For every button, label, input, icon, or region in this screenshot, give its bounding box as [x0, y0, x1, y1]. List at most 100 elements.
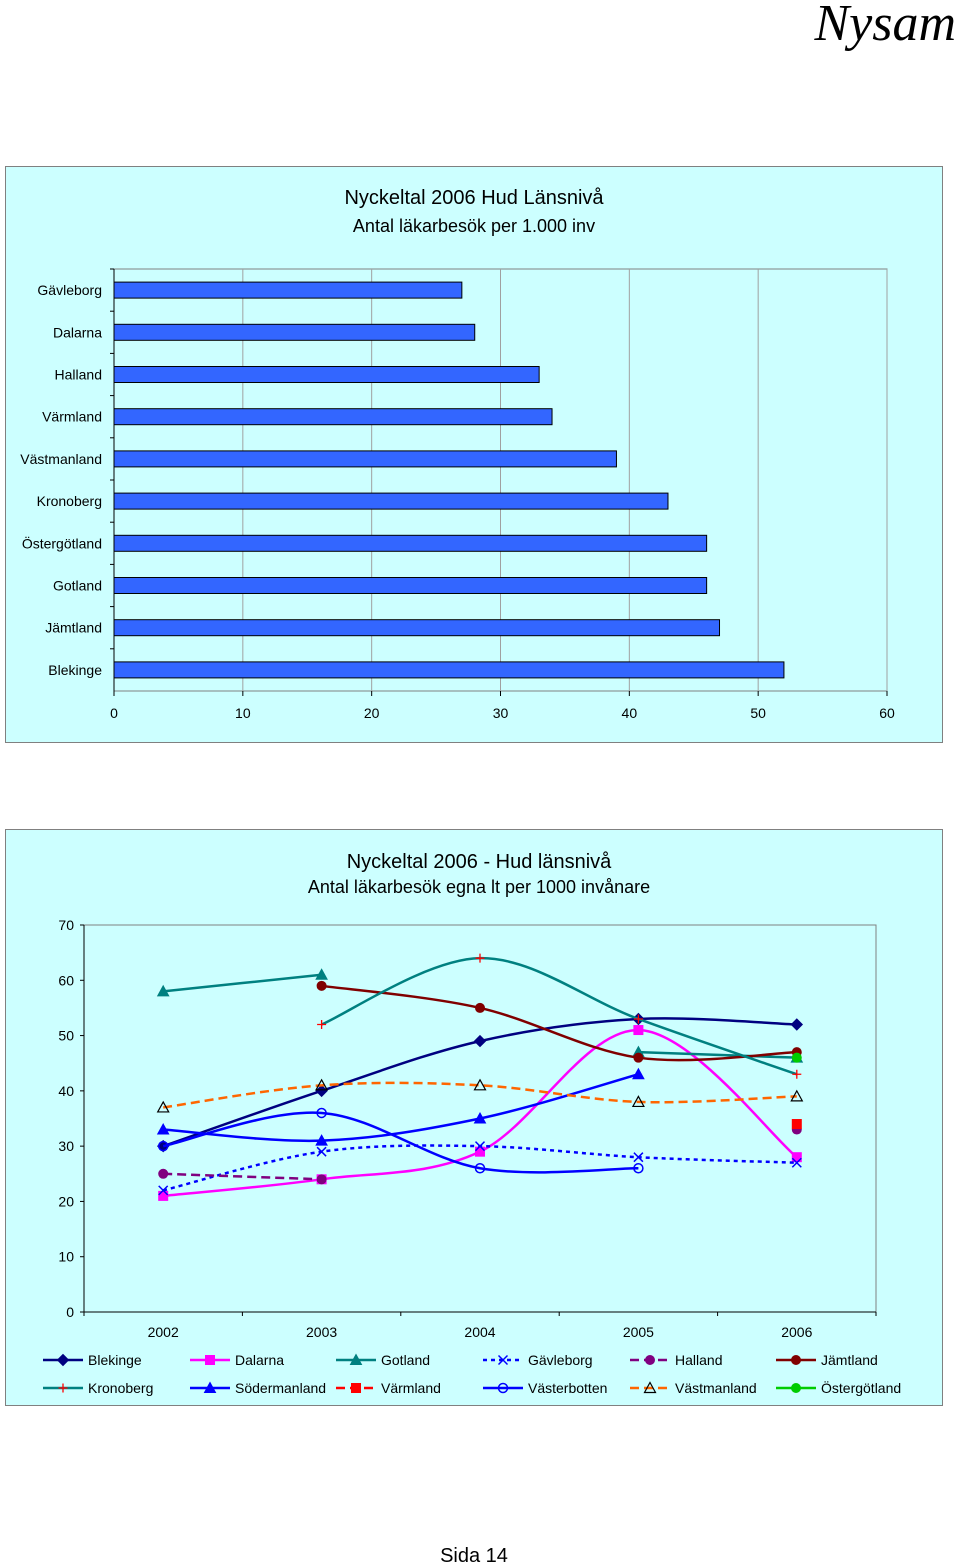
data-point	[792, 1069, 802, 1079]
y-tick-label: 50	[58, 1028, 74, 1044]
bar-dalarna	[113, 323, 476, 341]
legend-label: Västmanland	[675, 1380, 757, 1396]
legend-label: Halland	[675, 1352, 722, 1368]
data-point	[631, 1095, 645, 1108]
data-point	[475, 1002, 485, 1013]
legend-marker	[351, 1383, 361, 1393]
data-point	[633, 1014, 643, 1024]
x-tick-label: 60	[879, 705, 895, 721]
legend-marker	[58, 1383, 68, 1393]
series-södermanland	[156, 1067, 645, 1146]
data-point	[790, 1089, 804, 1102]
data-point	[633, 1152, 644, 1163]
y-tick-label: Västmanland	[20, 451, 102, 467]
series-värmland	[791, 1119, 802, 1130]
series-gotland	[156, 968, 804, 1063]
series-östergötland	[791, 1052, 802, 1063]
series-kronoberg	[317, 953, 802, 1079]
data-point	[473, 1111, 487, 1124]
y-tick-label: 0	[66, 1304, 74, 1320]
data-point	[156, 1123, 170, 1135]
series-line	[163, 1172, 322, 1181]
bar-västmanland	[113, 450, 617, 468]
legend-label: Kronoberg	[88, 1380, 153, 1396]
x-tick-label: 2004	[464, 1324, 495, 1340]
legend-item-värmland: Värmland	[336, 1380, 441, 1396]
data-point	[474, 1141, 486, 1152]
series-line	[163, 1028, 798, 1198]
y-tick-label: 10	[58, 1249, 74, 1265]
brand-logo: Nysam	[814, 0, 956, 52]
data-point	[475, 953, 485, 963]
y-tick-label: Östergötland	[22, 534, 102, 551]
legend-marker	[205, 1355, 215, 1365]
chart-title: Nyckeltal 2006 - Hud länsnivå	[347, 851, 612, 873]
x-tick-label: 2002	[148, 1324, 179, 1340]
x-tick-label: 50	[750, 705, 766, 721]
legend-marker	[497, 1354, 509, 1366]
legend-label: Södermanland	[235, 1380, 326, 1396]
bar-chart-panel: Nyckeltal 2006 Hud Länsnivå Antal läkarbe…	[5, 166, 943, 743]
y-tick-label: 20	[58, 1193, 74, 1209]
page-number: Sida 14	[440, 1545, 508, 1567]
line-chart: Nyckeltal 2006 - Hud länsnivå Antal läkar…	[43, 851, 901, 1396]
data-point	[317, 1020, 327, 1030]
y-tick-label: 40	[58, 1083, 74, 1099]
line-chart-panel: Nyckeltal 2006 - Hud länsnivå Antal läkar…	[5, 829, 943, 1406]
x-tick-label: 2005	[623, 1324, 654, 1340]
chart-subtitle: Antal läkarbesök egna lt per 1000 invåna…	[308, 877, 650, 897]
legend-item-dalarna: Dalarna	[190, 1352, 284, 1368]
legend-item-västerbotten: Västerbotten	[483, 1380, 607, 1396]
y-tick-label: Dalarna	[53, 324, 102, 340]
x-tick-label: 10	[235, 705, 251, 721]
data-point	[316, 1107, 327, 1119]
data-point	[316, 1146, 327, 1157]
data-point	[315, 1084, 328, 1098]
chart-title: Nyckeltal 2006 Hud Länsnivå	[344, 187, 604, 209]
series-västmanland	[156, 1078, 804, 1113]
data-point	[158, 1168, 169, 1179]
series-gävleborg	[158, 1141, 802, 1196]
legend-marker	[56, 1353, 70, 1367]
legend-marker	[203, 1381, 217, 1393]
series-line	[321, 956, 798, 1076]
data-point	[156, 1100, 170, 1113]
legend-item-kronoberg: Kronoberg	[43, 1380, 153, 1396]
x-tick-label: 20	[364, 705, 380, 721]
legend-item-gävleborg: Gävleborg	[483, 1352, 593, 1368]
legend-item-västmanland: Västmanland	[630, 1380, 757, 1396]
y-tick-label: 30	[58, 1138, 74, 1154]
series-line	[638, 1050, 797, 1059]
data-point	[474, 1163, 486, 1174]
y-tick-label: Gotland	[53, 578, 102, 594]
y-tick-label: Jämtland	[45, 620, 102, 636]
series-västerbotten	[157, 1107, 644, 1174]
legend-label: Värmland	[381, 1380, 441, 1396]
legend-label: Blekinge	[88, 1352, 142, 1368]
legend-item-halland: Halland	[630, 1352, 722, 1368]
bar-gävleborg	[113, 281, 463, 299]
y-tick-label: 60	[58, 972, 74, 988]
bar-värmland	[113, 408, 553, 426]
legend-label: Dalarna	[235, 1352, 284, 1368]
series-blekinge	[156, 1012, 804, 1153]
legend-marker	[645, 1355, 655, 1365]
y-tick-label: Gävleborg	[37, 282, 102, 298]
data-point	[315, 1078, 329, 1091]
series-line	[163, 1081, 797, 1109]
data-point	[473, 1034, 487, 1048]
legend-label: Västerbotten	[528, 1380, 607, 1396]
x-tick-label: 2006	[781, 1324, 812, 1340]
data-point	[315, 968, 328, 980]
legend-marker	[643, 1381, 657, 1394]
data-point	[473, 1078, 487, 1091]
bar-kronoberg	[113, 492, 669, 510]
bar-gotland	[113, 577, 708, 594]
legend-item-jämtland: Jämtland	[776, 1352, 878, 1368]
y-tick-label: 70	[58, 917, 74, 933]
bar-jämtland	[113, 619, 721, 637]
bar-östergötland	[113, 534, 708, 552]
data-point	[633, 1052, 644, 1063]
legend-marker	[791, 1355, 801, 1365]
y-tick-label: Värmland	[42, 409, 102, 425]
